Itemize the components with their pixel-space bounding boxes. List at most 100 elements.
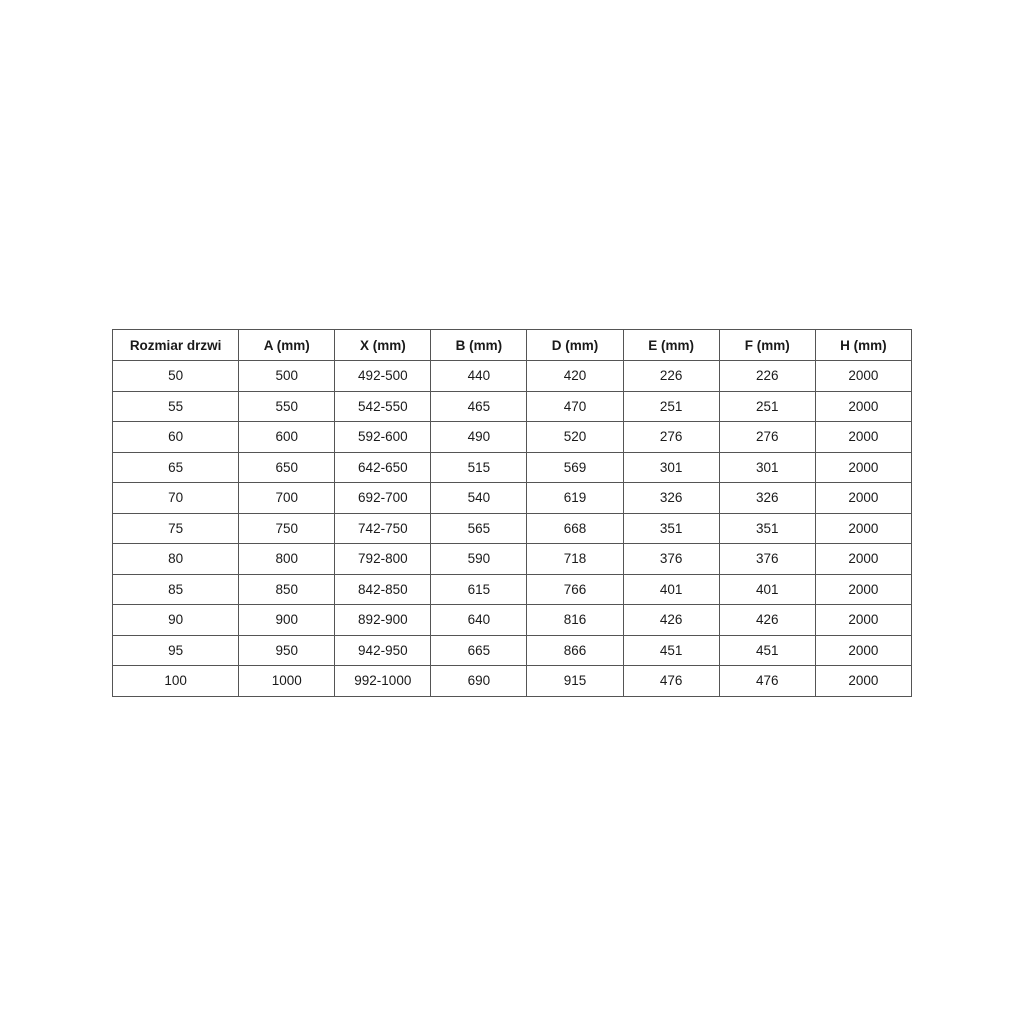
table-cell: 792-800 xyxy=(334,543,432,575)
table-cell: 326 xyxy=(718,482,816,514)
table-cell: 992-1000 xyxy=(334,665,432,697)
table-cell: 2000 xyxy=(814,634,913,666)
table-cell: 650 xyxy=(238,451,336,483)
table-cell: 592-600 xyxy=(334,421,432,453)
table-cell: 426 xyxy=(718,604,816,636)
table-cell: 470 xyxy=(526,390,624,422)
table-cell: 326 xyxy=(622,482,720,514)
table-cell: 95 xyxy=(111,634,240,666)
table-cell: 2000 xyxy=(814,451,913,483)
table-cell: 476 xyxy=(718,665,816,697)
table-cell: 2000 xyxy=(814,360,913,392)
table-cell: 850 xyxy=(238,573,336,605)
table-cell: 80 xyxy=(111,543,240,575)
table-cell: 226 xyxy=(622,360,720,392)
table-cell: 750 xyxy=(238,512,336,544)
table-row: 90 900 892-900 640 816 426 426 2000 xyxy=(111,604,913,636)
table-cell: 226 xyxy=(718,360,816,392)
table-cell: 100 xyxy=(111,665,240,697)
table-cell: 476 xyxy=(622,665,720,697)
table-cell: 75 xyxy=(111,512,240,544)
table-row: 85 850 842-850 615 766 401 401 2000 xyxy=(111,573,913,605)
table-row: 60 600 592-600 490 520 276 276 2000 xyxy=(111,421,913,453)
table-cell: 451 xyxy=(718,634,816,666)
table-cell: 590 xyxy=(430,543,528,575)
table-cell: 565 xyxy=(430,512,528,544)
table-cell: 942-950 xyxy=(334,634,432,666)
table-cell: 668 xyxy=(526,512,624,544)
table-cell: 65 xyxy=(111,451,240,483)
table-row: 80 800 792-800 590 718 376 376 2000 xyxy=(111,543,913,575)
table-row: 100 1000 992-1000 690 915 476 476 2000 xyxy=(111,665,913,697)
table-cell: 60 xyxy=(111,421,240,453)
table-cell: 351 xyxy=(718,512,816,544)
column-header: E (mm) xyxy=(622,329,720,361)
table-cell: 251 xyxy=(622,390,720,422)
table-cell: 465 xyxy=(430,390,528,422)
table-cell: 2000 xyxy=(814,665,913,697)
table-row: 65 650 642-650 515 569 301 301 2000 xyxy=(111,451,913,483)
table-cell: 440 xyxy=(430,360,528,392)
table-cell: 1000 xyxy=(238,665,336,697)
table-cell: 85 xyxy=(111,573,240,605)
table-cell: 550 xyxy=(238,390,336,422)
column-header: D (mm) xyxy=(526,329,624,361)
table-cell: 301 xyxy=(622,451,720,483)
table-cell: 816 xyxy=(526,604,624,636)
table-cell: 642-650 xyxy=(334,451,432,483)
table-cell: 276 xyxy=(718,421,816,453)
table-cell: 619 xyxy=(526,482,624,514)
table-cell: 401 xyxy=(718,573,816,605)
column-header: Rozmiar drzwi xyxy=(111,329,240,361)
column-header: X (mm) xyxy=(334,329,432,361)
table-cell: 540 xyxy=(430,482,528,514)
table-cell: 90 xyxy=(111,604,240,636)
table-cell: 2000 xyxy=(814,421,913,453)
table-cell: 492-500 xyxy=(334,360,432,392)
table-cell: 700 xyxy=(238,482,336,514)
table-cell: 301 xyxy=(718,451,816,483)
table-cell: 376 xyxy=(718,543,816,575)
table-cell: 420 xyxy=(526,360,624,392)
table-cell: 800 xyxy=(238,543,336,575)
table-cell: 490 xyxy=(430,421,528,453)
table-cell: 569 xyxy=(526,451,624,483)
table-cell: 600 xyxy=(238,421,336,453)
table-row: 55 550 542-550 465 470 251 251 2000 xyxy=(111,390,913,422)
column-header: F (mm) xyxy=(718,329,816,361)
table-cell: 276 xyxy=(622,421,720,453)
table-cell: 520 xyxy=(526,421,624,453)
table-cell: 500 xyxy=(238,360,336,392)
table-cell: 665 xyxy=(430,634,528,666)
table-cell: 50 xyxy=(111,360,240,392)
table-cell: 376 xyxy=(622,543,720,575)
header-row: Rozmiar drzwi A (mm) X (mm) B (mm) D (mm) E (… xyxy=(111,329,913,361)
table-cell: 351 xyxy=(622,512,720,544)
table-cell: 742-750 xyxy=(334,512,432,544)
table-cell: 251 xyxy=(718,390,816,422)
table-cell: 2000 xyxy=(814,390,913,422)
table-cell: 950 xyxy=(238,634,336,666)
table-cell: 2000 xyxy=(814,512,913,544)
column-header: H (mm) xyxy=(814,329,913,361)
table-cell: 615 xyxy=(430,573,528,605)
table-cell: 718 xyxy=(526,543,624,575)
table-cell: 515 xyxy=(430,451,528,483)
table-cell: 70 xyxy=(111,482,240,514)
table-cell: 690 xyxy=(430,665,528,697)
door-size-table: Rozmiar drzwi A (mm) X (mm) B (mm) D (mm) E (… xyxy=(111,329,913,697)
table-cell: 866 xyxy=(526,634,624,666)
column-header: B (mm) xyxy=(430,329,528,361)
table-cell: 55 xyxy=(111,390,240,422)
table-cell: 766 xyxy=(526,573,624,605)
table-row: 95 950 942-950 665 866 451 451 2000 xyxy=(111,634,913,666)
table-cell: 2000 xyxy=(814,604,913,636)
table-row: 50 500 492-500 440 420 226 226 2000 xyxy=(111,360,913,392)
table-cell: 842-850 xyxy=(334,573,432,605)
table-cell: 2000 xyxy=(814,482,913,514)
table-cell: 542-550 xyxy=(334,390,432,422)
table-cell: 692-700 xyxy=(334,482,432,514)
table-cell: 900 xyxy=(238,604,336,636)
table-cell: 451 xyxy=(622,634,720,666)
table-cell: 401 xyxy=(622,573,720,605)
